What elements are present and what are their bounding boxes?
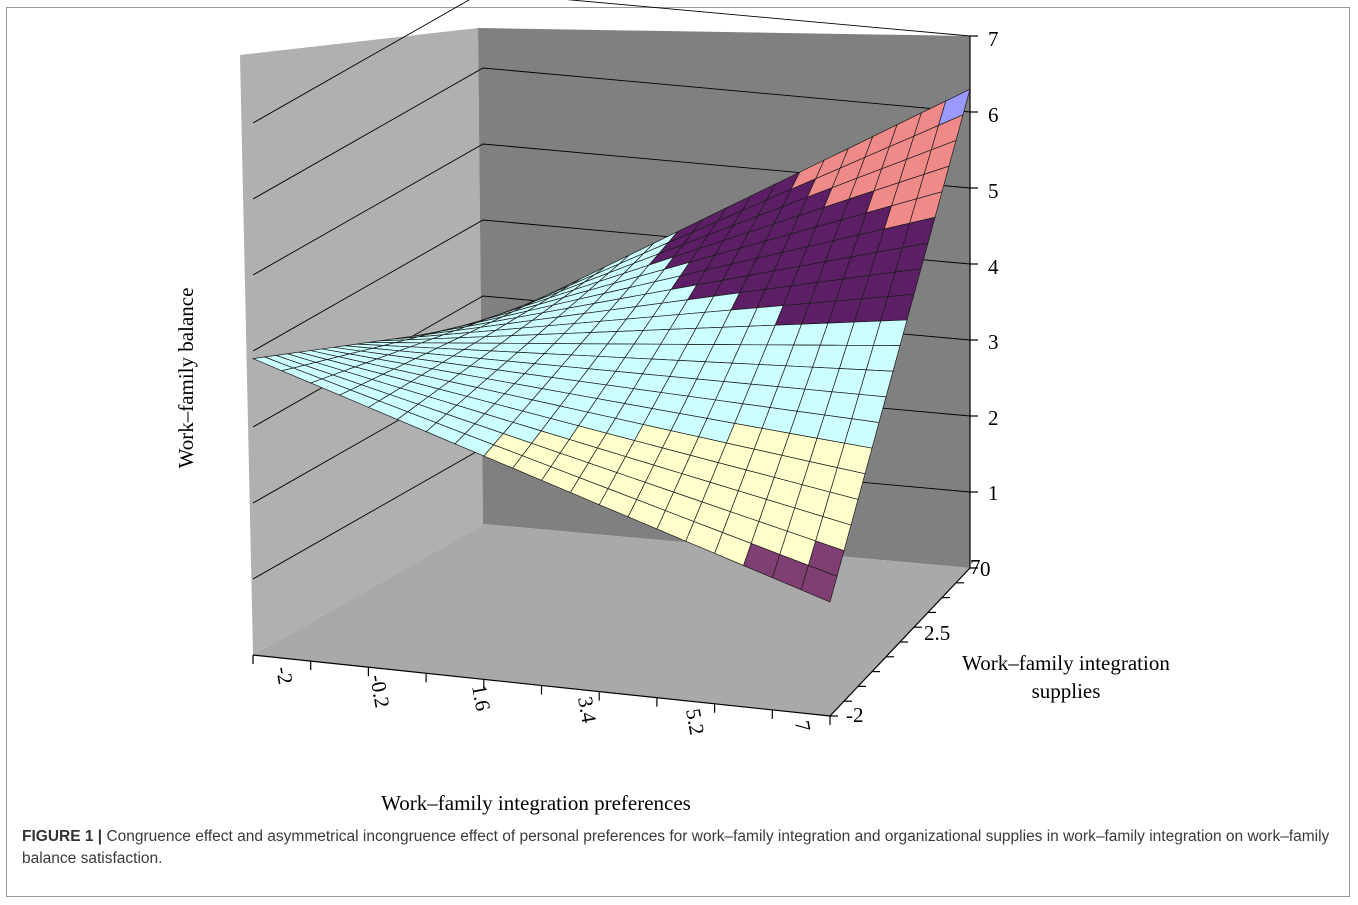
surface-cell bbox=[251, 356, 295, 372]
z-tick-label: 0 bbox=[980, 557, 991, 581]
y-tick-label: 2.5 bbox=[924, 621, 950, 645]
z-axis-title: Work–family balance bbox=[174, 288, 198, 469]
axis-ticks bbox=[252, 35, 978, 725]
x-tick-label: 3.4 bbox=[573, 695, 601, 726]
x-axis-title: Work–family integration preferences bbox=[381, 791, 691, 815]
z-tick-label: 1 bbox=[988, 481, 999, 505]
z-tick-label: 3 bbox=[988, 330, 999, 354]
caption-lead: FIGURE 1 | bbox=[22, 828, 103, 845]
z-tick-label: 2 bbox=[988, 406, 999, 430]
x-tick-label: 7 bbox=[790, 719, 815, 734]
z-tick-label: 5 bbox=[988, 179, 999, 203]
y-tick-label: -2 bbox=[846, 703, 864, 727]
z-tick-label: 7 bbox=[988, 27, 999, 51]
x-tick-label: 1.6 bbox=[467, 683, 495, 713]
y-tick-label: 7 bbox=[970, 555, 981, 579]
left-wall bbox=[240, 28, 483, 655]
x-tick-label: -2 bbox=[271, 665, 298, 686]
figure-caption: FIGURE 1 | Congruence effect and asymmet… bbox=[22, 826, 1340, 870]
x-tick-label: -0.2 bbox=[365, 673, 394, 710]
z-gridline bbox=[252, 0, 971, 124]
response-surface bbox=[251, 88, 971, 603]
z-tick-label: 6 bbox=[988, 103, 999, 127]
y-axis-title-line2: supplies bbox=[1032, 679, 1101, 703]
caption-text: Congruence effect and asymmetrical incon… bbox=[22, 828, 1330, 867]
z-gridline bbox=[252, 67, 971, 200]
x-tick-label: 5.2 bbox=[681, 707, 709, 737]
y-axis-title-line1: Work–family integration bbox=[962, 651, 1170, 675]
z-tick-label: 4 bbox=[988, 255, 999, 279]
